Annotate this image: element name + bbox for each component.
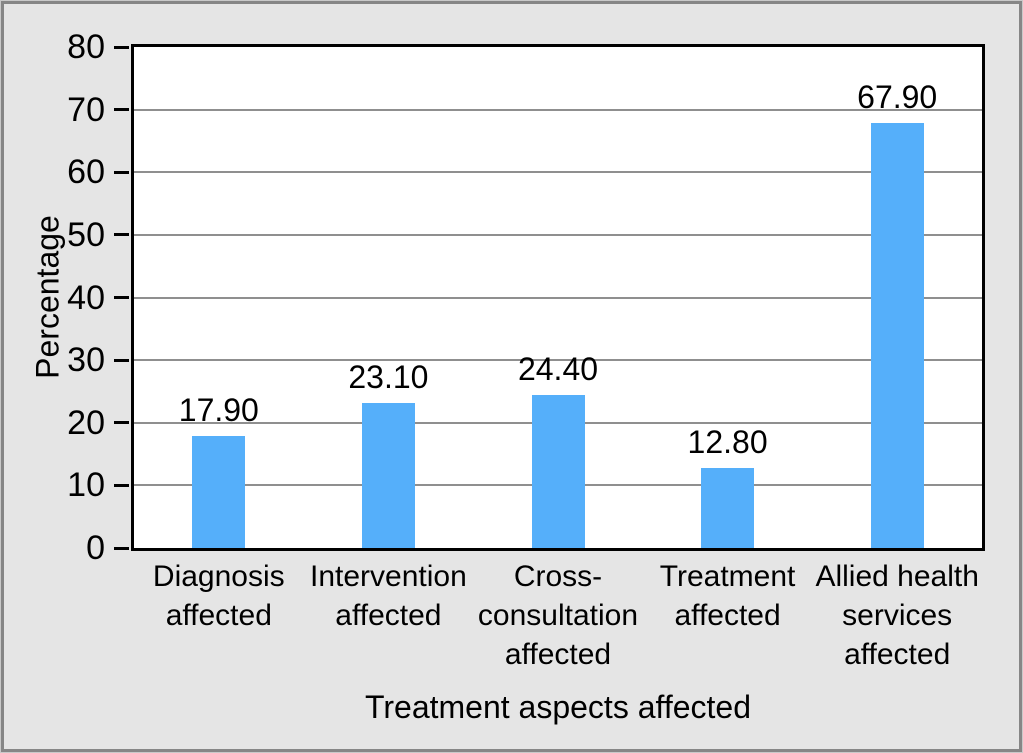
bar-value-label-5: 67.90 <box>857 78 938 115</box>
category-label-1: Diagnosis affected <box>134 557 304 674</box>
category-label-line: affected <box>165 599 272 632</box>
category-label-3: Cross-consultation affected <box>473 557 643 674</box>
y-tick-label-20: 20 <box>67 403 105 442</box>
category-label-line: Intervention <box>310 560 467 593</box>
y-tick-label-80: 80 <box>67 28 105 66</box>
category-label-line: Cross- <box>513 560 603 593</box>
x-axis-title: Treatment aspects affected <box>365 689 751 725</box>
category-label-5: Allied health services affected <box>812 557 982 674</box>
category-label-line: affected <box>674 599 781 632</box>
category-label-line: consultation <box>477 599 639 632</box>
category-label-line: Treatment <box>659 560 796 593</box>
gridline-70 <box>134 108 982 111</box>
x-category-labels: Diagnosis affected Intervention affected Cro… <box>134 557 982 674</box>
bar-value-label-2: 23.10 <box>348 359 429 396</box>
plot-area: 17.90 23.10 24.40 12.80 67.90 <box>131 44 985 551</box>
category-label-line: affected <box>504 638 612 671</box>
category-label-2: Intervention affected <box>304 557 474 674</box>
y-tick-mark-20 <box>114 421 129 425</box>
category-label-line: affected <box>335 599 442 632</box>
bar-5 <box>870 122 924 548</box>
bar-value-label-3: 24.40 <box>517 351 599 388</box>
y-tick-mark-70 <box>114 108 129 112</box>
bar-value-label-4: 12.80 <box>687 423 768 460</box>
gridline-50 <box>134 233 982 236</box>
y-tick-mark-10 <box>114 483 129 487</box>
y-tick-mark-40 <box>114 296 129 299</box>
y-tick-label-60: 60 <box>67 153 105 192</box>
bar-2 <box>361 403 415 548</box>
y-tick-mark-60 <box>114 170 129 174</box>
y-tick-label-50: 50 <box>67 215 105 254</box>
y-tick-label-30: 30 <box>67 341 105 380</box>
category-label-line: services <box>842 599 953 632</box>
y-tick-mark-30 <box>114 358 129 362</box>
category-label-line: Allied health <box>815 560 979 593</box>
gridline-40 <box>134 296 982 299</box>
category-label-line: Diagnosis <box>152 560 285 593</box>
y-tick-label-40: 40 <box>67 278 105 317</box>
bar-3 <box>531 395 585 548</box>
y-tick-mark-0 <box>114 546 129 550</box>
y-tick-label-10: 10 <box>67 466 105 505</box>
bar-value-label-1: 17.90 <box>178 391 259 428</box>
y-tick-mark-80 <box>114 45 129 49</box>
bar-1 <box>192 435 246 548</box>
category-label-line: affected <box>844 638 951 671</box>
bar-4 <box>701 467 755 548</box>
y-tick-mark-50 <box>114 233 129 237</box>
category-label-4: Treatment affected <box>643 557 813 674</box>
gridline-30 <box>134 359 982 362</box>
y-tick-label-70: 70 <box>67 90 105 129</box>
y-tick-label-0: 0 <box>86 529 105 567</box>
gridline-60 <box>134 171 982 174</box>
